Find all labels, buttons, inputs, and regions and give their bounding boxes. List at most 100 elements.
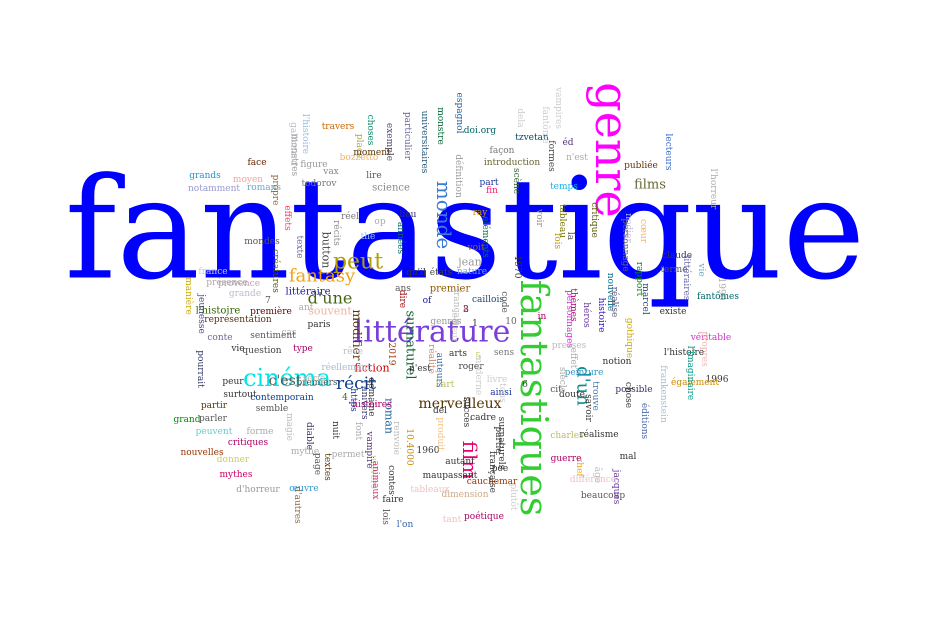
word-voit: voit bbox=[467, 243, 485, 253]
word-vampire: vampire bbox=[364, 430, 374, 468]
word-part: part bbox=[479, 178, 498, 188]
word-parler: parler bbox=[199, 414, 228, 424]
word--tats: états bbox=[430, 267, 453, 278]
word-plut-t: plutôt bbox=[508, 483, 519, 510]
word-peur: peur bbox=[222, 377, 244, 387]
word-r-ellement: réellement bbox=[321, 362, 371, 373]
word-c-ur: cœur bbox=[638, 219, 648, 244]
word-fin: fin bbox=[486, 186, 498, 196]
word-possible: possible bbox=[615, 385, 652, 395]
word-dela: dela bbox=[515, 108, 525, 128]
word-grand: grand bbox=[174, 415, 201, 425]
word-notamment: notamment bbox=[188, 184, 240, 194]
word-peut: peut bbox=[333, 250, 383, 275]
word--ditions: éditions bbox=[639, 403, 650, 440]
word-todorov: todorov bbox=[301, 179, 337, 189]
word-premier: premier bbox=[430, 284, 471, 295]
word-texte: texte bbox=[294, 236, 304, 259]
word-sens: sens bbox=[494, 348, 515, 358]
word-d-une: d'une bbox=[308, 289, 353, 308]
word-tous: tous bbox=[497, 383, 507, 403]
word-litt-raire: littéraire bbox=[286, 287, 331, 298]
word-litt-raires: littéraires bbox=[681, 255, 692, 300]
word-fantasy: fantasy bbox=[289, 266, 356, 287]
word-effets: effets bbox=[282, 205, 292, 231]
word-1960: 1960 bbox=[417, 446, 440, 456]
word-fant-mes: fantômes bbox=[697, 291, 739, 302]
word-bozzetto: bozzetto bbox=[340, 153, 379, 163]
word-notion: notion bbox=[603, 357, 632, 367]
word-surnaturel: surnaturel bbox=[403, 310, 418, 379]
word-nouvelles: nouvelles bbox=[180, 448, 224, 458]
word-france: france bbox=[198, 267, 227, 277]
word-ray: ray bbox=[473, 208, 489, 218]
word-paris: paris bbox=[308, 320, 331, 330]
word-n-est: n'est bbox=[409, 364, 431, 374]
word-mythe: mythe bbox=[291, 447, 319, 457]
word-grands: grands bbox=[189, 171, 221, 181]
word-5: 5 bbox=[475, 352, 481, 362]
word-autant: autant bbox=[445, 457, 475, 467]
word-existe: existe bbox=[660, 307, 687, 317]
word-diff-rence: différence bbox=[570, 474, 616, 485]
word-the: the bbox=[361, 232, 376, 242]
word-nodier: nodier bbox=[623, 213, 633, 243]
word-contemporain: contemporain bbox=[250, 393, 313, 403]
word-dire: dire bbox=[397, 290, 407, 308]
word-cit: cit bbox=[550, 385, 562, 395]
word-moyen: moyen bbox=[233, 175, 263, 185]
word-fois: fois bbox=[552, 233, 562, 250]
word-lieu: lieu bbox=[400, 210, 417, 220]
word-tableau: tableau bbox=[557, 204, 567, 238]
word-romans: romans bbox=[247, 183, 281, 193]
word-gothique: gothique bbox=[624, 318, 634, 358]
word-l-on: l'on bbox=[397, 520, 414, 530]
word-d-un: d'un bbox=[573, 366, 594, 406]
word-vie: vie bbox=[230, 344, 244, 354]
word-moderne: moderne bbox=[473, 355, 483, 395]
word-animaux: animaux bbox=[370, 461, 380, 500]
word-souvent: souvent bbox=[308, 305, 352, 318]
word-domaine: domaine bbox=[366, 377, 376, 416]
word-premi-re: première bbox=[250, 306, 292, 317]
word-si-cle: siècle bbox=[557, 367, 568, 393]
word-fant-me: fantôme bbox=[540, 106, 551, 143]
word-n-est: n'est bbox=[566, 153, 588, 163]
word-fiction: fiction bbox=[354, 362, 389, 375]
word-7: 7 bbox=[265, 296, 271, 306]
word-critiques: critiques bbox=[228, 438, 269, 448]
word-maupassant: maupassant bbox=[423, 471, 478, 481]
word-espagnol: espagnol bbox=[454, 93, 464, 134]
word-lecteur: lecteur bbox=[449, 310, 459, 343]
word-question: question bbox=[242, 346, 281, 356]
word-cadre: cadre bbox=[470, 413, 496, 423]
word-lecteurs: lecteurs bbox=[663, 134, 673, 171]
word-monstres: monstres bbox=[289, 134, 299, 177]
word-in: in bbox=[538, 312, 547, 322]
word-r-alise: réalise bbox=[609, 287, 620, 318]
word-nouvelle: nouvelle bbox=[605, 273, 615, 312]
word-charles: charles bbox=[550, 431, 584, 441]
word-repr-sentation: représentation bbox=[204, 314, 272, 325]
word-merveilleux: merveilleux bbox=[418, 396, 501, 412]
word-partie: partie bbox=[493, 426, 503, 453]
word-marcel: marcel bbox=[640, 283, 650, 315]
word-fran-aise: française bbox=[487, 451, 497, 493]
word-1970: 1970 bbox=[512, 256, 522, 279]
word-l-histoire: l'histoire bbox=[300, 114, 310, 154]
word-magie: magie bbox=[284, 413, 294, 441]
word-modifier: modifier bbox=[350, 310, 364, 361]
word-c-est: c'est bbox=[269, 373, 302, 389]
word-1996: 1996 bbox=[706, 375, 729, 385]
word-2: 2 bbox=[463, 305, 469, 315]
word-mondes: mondes bbox=[244, 237, 280, 247]
word--ge: âge bbox=[592, 467, 603, 483]
word-presses: presses bbox=[552, 341, 587, 351]
word-personnage: personnage bbox=[620, 218, 630, 271]
word-r-el: réel bbox=[341, 211, 359, 222]
word-r-cits: récits bbox=[331, 220, 342, 246]
word-rapport: rapport bbox=[634, 262, 644, 297]
word-moment: moment bbox=[353, 148, 391, 158]
word-surtout: surtout bbox=[223, 390, 257, 400]
word-fantastiques: fantastiques bbox=[512, 280, 556, 517]
